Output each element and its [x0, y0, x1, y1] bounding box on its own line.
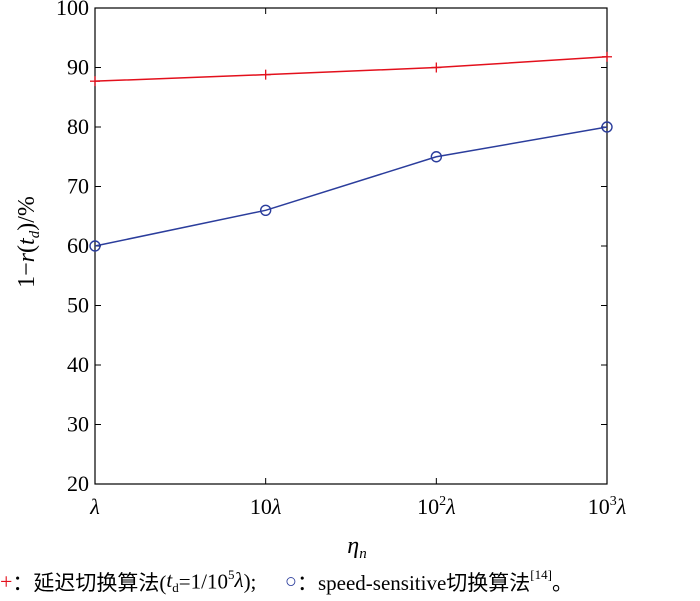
circle-marker — [430, 151, 443, 163]
legend: +：延迟切换算法(td=1/105λ); ○：speed-sensitive切换… — [0, 567, 700, 597]
circle-marker — [89, 240, 101, 252]
y-tick-label: 40 — [67, 352, 89, 377]
x-tick-label: 10λ — [250, 494, 282, 519]
series-layer — [89, 51, 613, 252]
y-tick-label: 100 — [56, 0, 89, 20]
legend-marker-circle: ○ — [284, 570, 297, 593]
y-tick-label: 20 — [67, 471, 89, 496]
x-tick-label: λ — [89, 494, 100, 519]
series-line-1 — [94, 126, 608, 247]
plus-marker — [90, 76, 100, 87]
y-tick-label: 50 — [67, 293, 89, 318]
plus-marker — [602, 51, 612, 62]
y-tick-label: 80 — [67, 114, 89, 139]
x-tick-label: 102λ — [417, 494, 456, 519]
y-tick-label: 60 — [67, 233, 89, 258]
x-axis-title: ηn — [347, 533, 366, 562]
y-tick-label: 70 — [67, 174, 89, 199]
y-tick-label: 30 — [67, 412, 89, 437]
x-tick-label: 103λ — [588, 494, 627, 519]
legend-item-speed-sensitive: ：speed-sensitive切换算法[14]。 — [296, 567, 573, 596]
plus-marker — [431, 62, 442, 73]
series-line-0 — [94, 56, 608, 82]
y-tick-label: 90 — [67, 55, 89, 80]
circle-marker — [259, 204, 272, 217]
y-axis-title: 1−r(td)/% — [14, 196, 43, 288]
axis-ticks: 20 30 40 50 60 70 80 90 100 λ 10λ 102λ 103λ — [56, 0, 626, 519]
legend-marker-plus: + — [0, 569, 13, 595]
plot-frame — [94, 7, 608, 485]
circle-marker — [601, 121, 613, 133]
plus-marker — [260, 69, 271, 80]
legend-item-delay: ：延迟切换算法(td=1/105λ); — [12, 567, 257, 596]
